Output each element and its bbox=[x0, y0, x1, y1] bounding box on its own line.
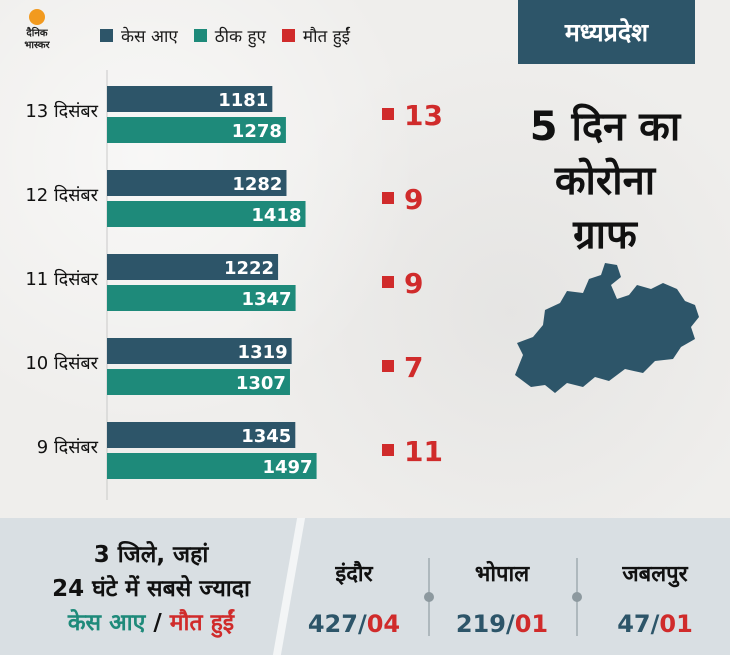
sun-icon bbox=[29, 9, 45, 25]
district-name: जबलपुर bbox=[622, 562, 688, 587]
legend-item-recovered: ठीक हुए bbox=[193, 24, 266, 47]
headline-line3: ग्राफ bbox=[573, 212, 637, 258]
district-deaths: 01 bbox=[514, 610, 549, 638]
district-values: 219/01 bbox=[432, 610, 572, 638]
death-value-label: 7 bbox=[404, 351, 423, 384]
death-marker bbox=[382, 360, 394, 372]
bar-value-label: 1278 bbox=[232, 121, 282, 142]
district-name: इंदौर bbox=[335, 562, 373, 587]
bar-recovered bbox=[107, 369, 290, 395]
brand-line2: भास्कर bbox=[24, 40, 50, 51]
headline-line2: कोरोना bbox=[554, 158, 656, 204]
death-marker bbox=[382, 108, 394, 120]
bar-value-label: 1282 bbox=[232, 174, 282, 195]
legend-label-recovered: ठीक हुए bbox=[214, 27, 266, 47]
bar-value-label: 1181 bbox=[218, 90, 268, 111]
note-line2: 24 घंटे में सबसे ज्यादा bbox=[52, 576, 250, 602]
category-label: 11 दिसंबर bbox=[25, 268, 98, 290]
bar-cases bbox=[107, 338, 292, 364]
bar-value-label: 1319 bbox=[238, 342, 288, 363]
bar-cases bbox=[107, 422, 296, 448]
bar-value-label: 1497 bbox=[262, 457, 312, 478]
chart-legend: केस आए ठीक हुए मौत हुईं bbox=[100, 24, 350, 47]
legend-swatch-deaths bbox=[281, 29, 295, 42]
district-divider bbox=[424, 558, 434, 636]
legend-label-deaths: मौत हुईं bbox=[302, 27, 350, 47]
note-cases: केस आए bbox=[67, 610, 146, 636]
bar-value-label: 1347 bbox=[241, 289, 291, 310]
bar-cases bbox=[107, 254, 279, 280]
district-cases: 427 bbox=[307, 610, 358, 638]
death-value-label: 9 bbox=[404, 267, 423, 300]
bar-recovered bbox=[107, 201, 306, 227]
district-deaths: 01 bbox=[659, 610, 693, 638]
category-label: 13 दिसंबर bbox=[25, 100, 98, 122]
district-cases: 47 bbox=[617, 610, 651, 638]
category-label: 12 दिसंबर bbox=[25, 184, 98, 206]
headline: 5 दिन का कोरोना ग्राफ bbox=[505, 100, 705, 262]
brand-logo: दैनिक भास्कर bbox=[12, 6, 62, 58]
districts-note: 3 जिले, जहां 24 घंटे में सबसे ज्यादा केस… bbox=[16, 538, 286, 640]
brand-line1: दैनिक bbox=[26, 28, 48, 39]
category-label: 10 दिसंबर bbox=[25, 352, 98, 374]
legend-swatch-recovered bbox=[193, 29, 207, 42]
death-value-label: 9 bbox=[404, 183, 423, 216]
legend-label-cases: केस आए bbox=[121, 27, 178, 47]
bar-value-label: 1345 bbox=[241, 426, 291, 447]
district-name: भोपाल bbox=[474, 562, 530, 587]
district-values: 47/01 bbox=[585, 610, 725, 638]
death-marker bbox=[382, 444, 394, 456]
bottom-panel: 3 जिले, जहां 24 घंटे में सबसे ज्यादा केस… bbox=[0, 518, 730, 655]
district-slash: / bbox=[650, 610, 660, 638]
note-line1: 3 जिले, जहां bbox=[93, 542, 209, 568]
death-marker bbox=[382, 192, 394, 204]
district-values: 427/04 bbox=[284, 610, 424, 638]
note-line3: केस आए / मौत हुईं bbox=[16, 606, 286, 640]
note-separator: / bbox=[145, 610, 170, 636]
legend-item-deaths: मौत हुईं bbox=[281, 24, 350, 47]
legend-item-cases: केस आए bbox=[100, 24, 178, 47]
district-slash: / bbox=[505, 610, 515, 638]
bar-cases bbox=[107, 170, 287, 196]
bar-cases bbox=[107, 86, 273, 112]
district-cases: 219 bbox=[455, 610, 506, 638]
bar-recovered bbox=[107, 117, 286, 143]
death-value-label: 11 bbox=[404, 435, 443, 468]
death-marker bbox=[382, 276, 394, 288]
state-title: मध्यप्रदेश bbox=[518, 0, 695, 64]
bar-recovered bbox=[107, 285, 296, 311]
district-slash: / bbox=[357, 610, 367, 638]
headline-line1: 5 दिन का bbox=[529, 104, 681, 150]
district-divider bbox=[572, 558, 582, 636]
district-bhopal: भोपाल 219/01 bbox=[432, 558, 572, 638]
bar-recovered bbox=[107, 453, 317, 479]
bar-value-label: 1307 bbox=[236, 373, 286, 394]
madhya-pradesh-map-icon bbox=[515, 263, 699, 393]
bar-chart: 13 दिसंबर 1181 1278 13 12 दिसंबर 1282 1418 9 11 … bbox=[25, 70, 443, 500]
note-deaths: मौत हुईं bbox=[169, 610, 235, 636]
district-indore: इंदौर 427/04 bbox=[284, 558, 424, 638]
bar-value-label: 1222 bbox=[224, 258, 274, 279]
district-deaths: 04 bbox=[366, 610, 401, 638]
bar-value-label: 1418 bbox=[251, 205, 301, 226]
legend-swatch-cases bbox=[100, 29, 113, 42]
district-jabalpur: जबलपुर 47/01 bbox=[585, 558, 725, 638]
category-label: 9 दिसंबर bbox=[37, 436, 99, 458]
death-value-label: 13 bbox=[404, 99, 443, 132]
